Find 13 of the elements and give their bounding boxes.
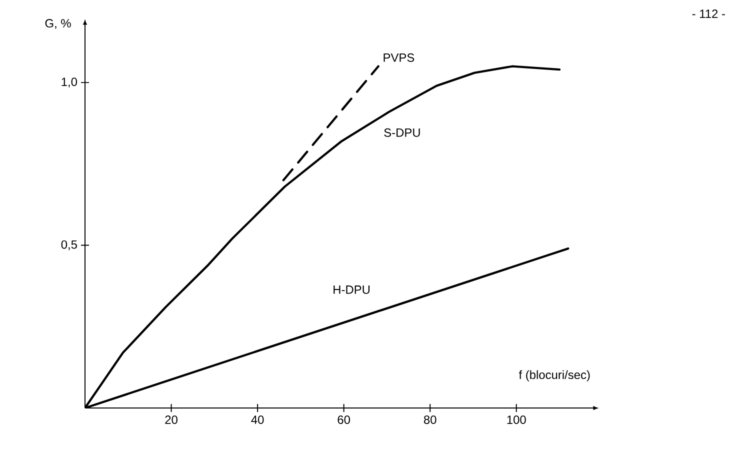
y-tick-label: 1,0 [62,78,78,88]
y-tick-label: 0,5 [61,240,77,250]
series-label: S-DPU [384,128,420,137]
x-tick-label: 40 [251,416,264,424]
series-label: H-DPU [334,286,370,294]
x-tick-label: 80 [424,416,436,424]
y-axis-title: G, % [45,19,71,29]
x-tick-label: 20 [165,416,178,424]
x-tick-label: 100 [507,416,526,424]
x-axis-title: f (blocuri/sec) [518,370,590,382]
series-label: PVPS [384,53,414,62]
text: - 112 - [692,10,725,18]
x-tick-label: 60 [338,416,350,424]
